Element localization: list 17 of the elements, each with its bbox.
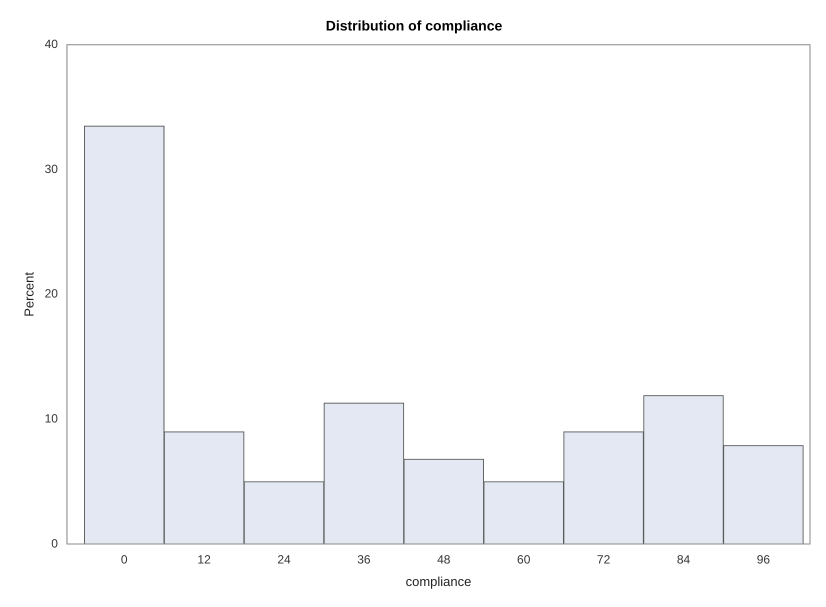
y-tick-label: 0 bbox=[51, 536, 58, 550]
y-tick-label: 20 bbox=[44, 286, 58, 301]
y-tick-label: 30 bbox=[44, 162, 58, 176]
y-tick-label: 10 bbox=[44, 412, 58, 426]
x-tick-label: 36 bbox=[357, 552, 371, 567]
y-axis-title: Percent bbox=[21, 272, 36, 317]
x-tick-label: 60 bbox=[517, 552, 531, 567]
x-tick-label: 72 bbox=[596, 552, 611, 567]
chart-title: Distribution of compliance bbox=[326, 17, 502, 34]
x-axis-title: compliance bbox=[406, 574, 472, 589]
x-tick-label: 12 bbox=[197, 552, 212, 567]
x-tick-label: 24 bbox=[277, 552, 291, 567]
x-tick-label: 48 bbox=[437, 552, 451, 567]
x-tick-label: 96 bbox=[756, 552, 770, 567]
x-tick-label: 84 bbox=[676, 552, 690, 567]
y-tick-label: 40 bbox=[44, 37, 58, 52]
x-tick-label: 0 bbox=[120, 552, 128, 567]
